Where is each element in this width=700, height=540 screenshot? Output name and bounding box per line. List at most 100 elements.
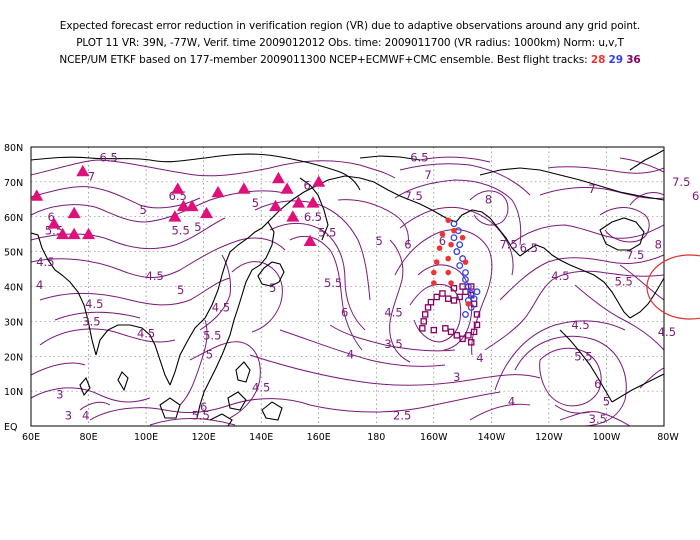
contour-label: 5 (140, 203, 147, 217)
title-line-3: NCEP/UM ETKF based on 177-member 2009011… (0, 54, 700, 66)
track-28-point (445, 217, 452, 224)
track-36-point (430, 326, 438, 334)
contour-label: 5 (603, 395, 610, 409)
observation-triangle (286, 210, 300, 222)
lat-label: 80N (4, 143, 23, 154)
contour-label: 5 (375, 234, 382, 248)
contour-label: 4.5 (137, 327, 155, 341)
track-29-point (450, 234, 458, 242)
track-29-point (459, 255, 467, 263)
track-29-label: 29 (608, 54, 624, 66)
track-36-point (456, 293, 463, 301)
title-line-2: PLOT 11 VR: 39N, -77W, Verif. time 20090… (76, 37, 624, 49)
lon-label: 100E (134, 432, 158, 443)
verification-region-circle (646, 254, 700, 320)
track-29-point (470, 295, 478, 303)
track-36-point (439, 290, 446, 297)
contour-label: 4.5 (571, 318, 589, 332)
observation-triangle (82, 227, 96, 240)
observation-triangle (67, 206, 81, 219)
longitude-labels: 60E 80E 100E 120E 140E 160E 180 160W 140W 120W 100… (22, 432, 679, 443)
contour-label: 4 (476, 351, 483, 365)
track-36-label: 36 (626, 54, 641, 66)
contour-label: 5.5 (203, 328, 221, 342)
lon-label: 120W (535, 432, 563, 443)
contour-label: 6.5 (410, 150, 428, 164)
track-28-point (462, 259, 469, 265)
track-36-point (444, 295, 452, 302)
track-36-point (427, 298, 435, 306)
contour-label: 8 (485, 192, 492, 206)
track-36-point (470, 328, 478, 336)
lat-label: 50N (4, 248, 23, 259)
lon-label: 80W (657, 432, 679, 443)
track-28-point (433, 259, 440, 265)
contour-label: 5.5 (615, 274, 633, 288)
lon-label: 180 (367, 432, 385, 443)
contour-label: 7 (88, 170, 95, 184)
track-28-point (439, 231, 446, 237)
track-28-point (448, 280, 454, 286)
track-36-point (447, 328, 455, 336)
contour-label: 4.5 (36, 255, 54, 269)
title-line-1: Expected forecast error reduction in ver… (59, 20, 641, 32)
lon-label: 100W (593, 432, 621, 443)
lon-label: 60E (22, 432, 40, 443)
track-29-point (467, 303, 475, 311)
error-reduction-contours (31, 156, 664, 426)
contour-label: 5.5 (192, 409, 210, 423)
contour-label: 5 (269, 281, 276, 295)
track-36-point (419, 325, 426, 332)
contour-label: 5.5 (171, 224, 189, 238)
track-36-point (420, 318, 427, 325)
contour-label: 4.5 (658, 325, 676, 339)
map-frame (30, 146, 665, 427)
track-36-point (467, 283, 475, 290)
contour-label: 4 (82, 409, 89, 423)
track-36-point (467, 339, 475, 346)
track-36-point (433, 293, 440, 301)
observation-triangle (185, 199, 199, 212)
track-36-point (473, 321, 481, 329)
contour-labels: 6.576.565.5 555.554.544.554.53.54.54.5 5.5… (36, 150, 699, 426)
observation-triangle (306, 196, 320, 208)
track-28-point (431, 269, 437, 276)
observation-triangle (200, 206, 214, 219)
contour-label: 4.5 (85, 297, 103, 311)
track-28-point (431, 280, 437, 286)
flight-track-29 (450, 220, 481, 318)
observation-triangle (292, 196, 306, 208)
contour-label: 3 (56, 388, 63, 402)
track-36-point (473, 311, 481, 318)
observation-triangle (280, 182, 294, 194)
contour-label: 6.5 (520, 241, 538, 255)
observation-triangle (67, 227, 81, 240)
observation-triangle (76, 164, 90, 177)
observation-triangle (30, 189, 44, 201)
track-36-point (453, 332, 461, 339)
track-29-point (473, 288, 481, 296)
contour-label: 6.5 (100, 150, 118, 164)
contour-label: 6 (439, 234, 446, 248)
contour-label: 3 (453, 370, 460, 384)
contour-label: 4.5 (252, 381, 270, 395)
observation-triangle (168, 210, 182, 222)
lat-label: 70N (4, 178, 23, 189)
track-29-point (456, 241, 464, 249)
observation-site-markers (30, 164, 326, 247)
contour-label: 5 (177, 283, 184, 297)
contour-label: 7.5 (626, 248, 644, 262)
observation-triangle (211, 185, 225, 198)
contour-label: 8 (655, 238, 662, 252)
observation-triangle (47, 217, 61, 229)
observation-triangle (303, 234, 317, 247)
flight-track-28 (431, 217, 472, 307)
contour-label: 5 (194, 220, 201, 234)
contour-label: 7.5 (405, 189, 423, 203)
contour-label: 4 (36, 278, 43, 292)
contour-label: 2.5 (393, 409, 411, 423)
contour-label: 5.5 (324, 276, 342, 290)
contour-label: 6 (594, 377, 601, 391)
track-36-point (424, 304, 432, 311)
